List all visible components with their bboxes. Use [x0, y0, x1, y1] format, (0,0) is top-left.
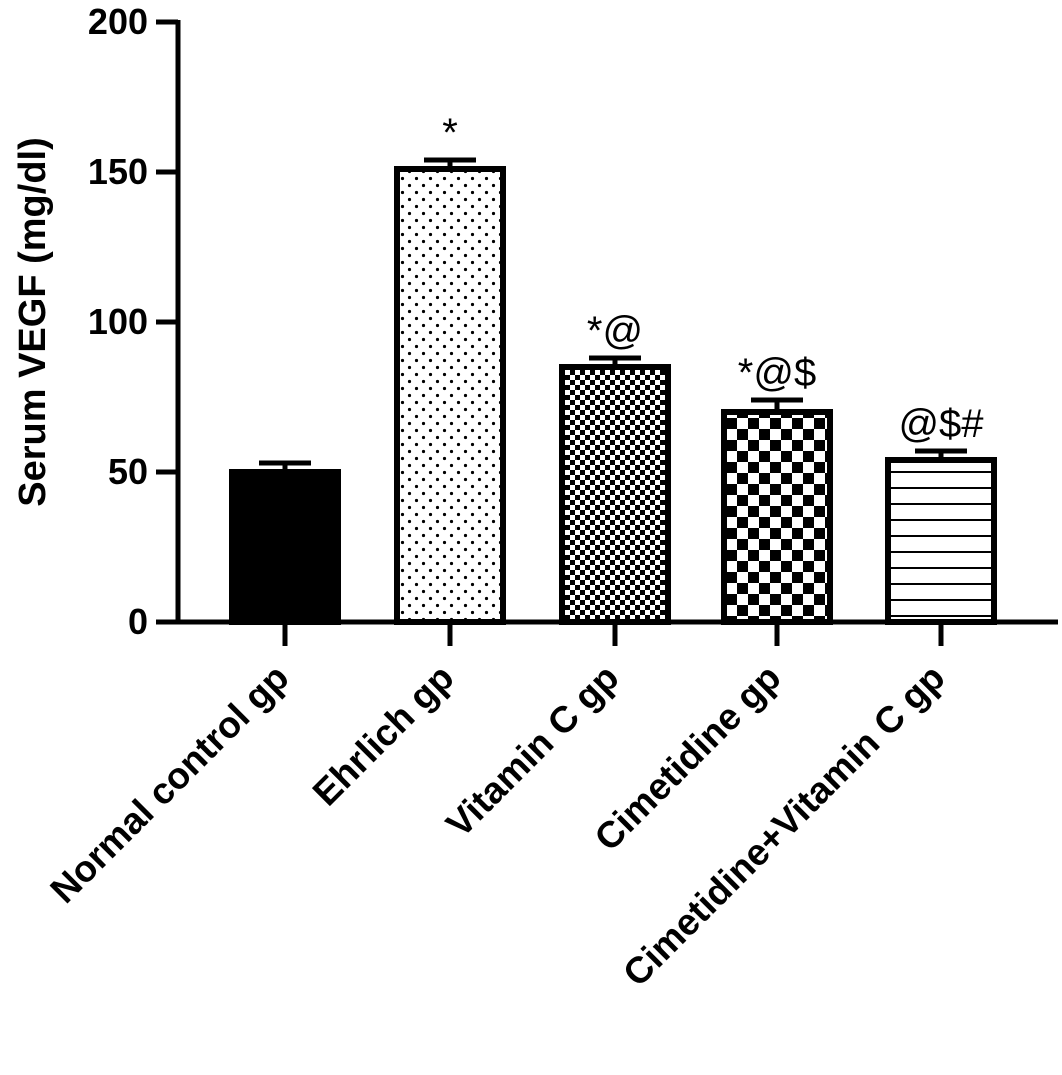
y-axis-title: Serum VEGF (mg/dl): [12, 137, 54, 506]
y-tick-label: 150: [88, 151, 148, 192]
x-category-label: Normal control gp: [42, 657, 296, 911]
y-tick-label: 200: [88, 1, 148, 42]
bar: [559, 364, 671, 625]
bar: [721, 409, 833, 625]
significance-label: *@$: [738, 351, 816, 395]
significance-label: *@: [587, 309, 643, 353]
plot-area: 0 50 100 150 200 Normal control gp * Ehrlich gp…: [42, 1, 1058, 994]
significance-label: @$#: [898, 402, 984, 446]
x-category-label: Cimetidine+Vitamin C gp: [615, 657, 952, 994]
bar: [229, 469, 341, 625]
significance-label: *: [442, 111, 458, 155]
y-tick-label: 50: [108, 451, 148, 492]
y-tick-label: 100: [88, 301, 148, 342]
bar: [394, 166, 506, 625]
bar: [885, 457, 997, 625]
y-tick-label: 0: [128, 601, 148, 642]
x-category-label: Ehrlich gp: [305, 657, 462, 814]
